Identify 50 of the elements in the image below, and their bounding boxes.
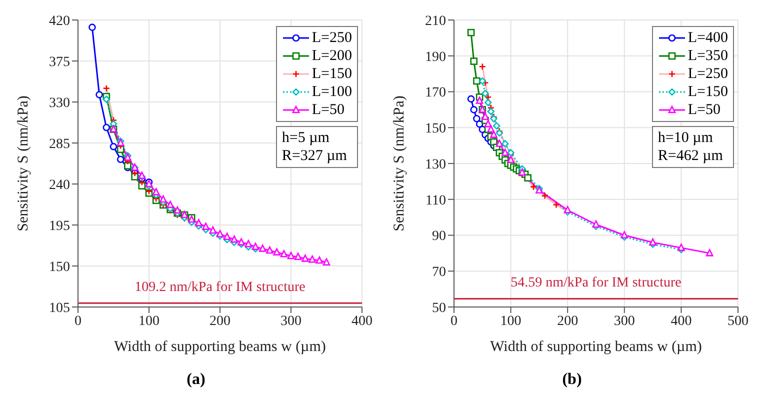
y-axis-title: Sensitivity S (nm/kPa) — [15, 96, 32, 232]
legend-label: L=250 — [312, 29, 352, 47]
legend-label: L=50 — [312, 101, 344, 119]
y-tick-label: 105 — [49, 300, 70, 316]
y-axis-title: Sensitivity S (nm/kPa) — [391, 96, 408, 232]
x-tick-label: 200 — [210, 314, 230, 329]
x-tick-label: 400 — [352, 314, 372, 329]
x-tick-label: 200 — [557, 314, 578, 329]
legend-label: L=200 — [312, 47, 352, 65]
legend-label: L=250 — [688, 65, 728, 83]
x-tick-label: 0 — [450, 314, 458, 329]
y-tick-label: 420 — [49, 14, 70, 29]
x-tick-label: 300 — [614, 314, 635, 329]
legend-label: L=150 — [312, 65, 352, 83]
x-tick-label: 400 — [670, 314, 692, 329]
legend-label: L=50 — [688, 101, 720, 119]
y-tick-label: 130 — [425, 157, 446, 172]
x-tick-label: 0 — [74, 314, 82, 329]
x-tick-label: 300 — [280, 314, 302, 329]
text: (a) — [186, 371, 206, 389]
x-axis-title: Width of supporting beams w (µm) — [114, 339, 326, 355]
y-tick-label: 150 — [425, 122, 446, 137]
y-tick-label: 375 — [49, 54, 70, 70]
ref-line-label: 54.59 nm/kPa for IM structure — [510, 276, 682, 291]
legend-label: L=150 — [688, 83, 728, 101]
y-tick-label: 70 — [432, 265, 446, 280]
x-axis-title: Width of supporting beams w (µm) — [490, 339, 702, 355]
annotation: R=462 µm — [658, 147, 724, 165]
legend-label: L=400 — [688, 29, 728, 47]
y-tick-label: 190 — [425, 50, 446, 65]
annotation: R=327 µm — [282, 147, 348, 165]
y-tick-label: 170 — [425, 86, 446, 101]
legend-label: L=350 — [688, 47, 728, 65]
y-tick-label: 330 — [49, 96, 70, 111]
y-tick-label: 285 — [49, 136, 70, 152]
y-tick-label: 110 — [426, 193, 446, 208]
y-tick-label: 240 — [49, 178, 70, 193]
x-tick-label: 100 — [500, 314, 522, 329]
annotation: h=5 µm — [282, 129, 330, 147]
y-tick-label: 210 — [425, 14, 446, 29]
text: (b) — [561, 371, 583, 389]
y-tick-label: 150 — [49, 260, 70, 275]
y-tick-label: 50 — [432, 300, 446, 316]
annotation: h=10 µm — [658, 129, 714, 147]
x-tick-label: 100 — [138, 314, 160, 329]
ref-line-label: 109.2 nm/kPa for IM structure — [134, 280, 306, 296]
y-tick-label: 195 — [49, 218, 70, 234]
x-tick-label: 500 — [728, 314, 748, 329]
legend-label: L=100 — [312, 83, 352, 101]
y-tick-label: 90 — [432, 229, 446, 244]
